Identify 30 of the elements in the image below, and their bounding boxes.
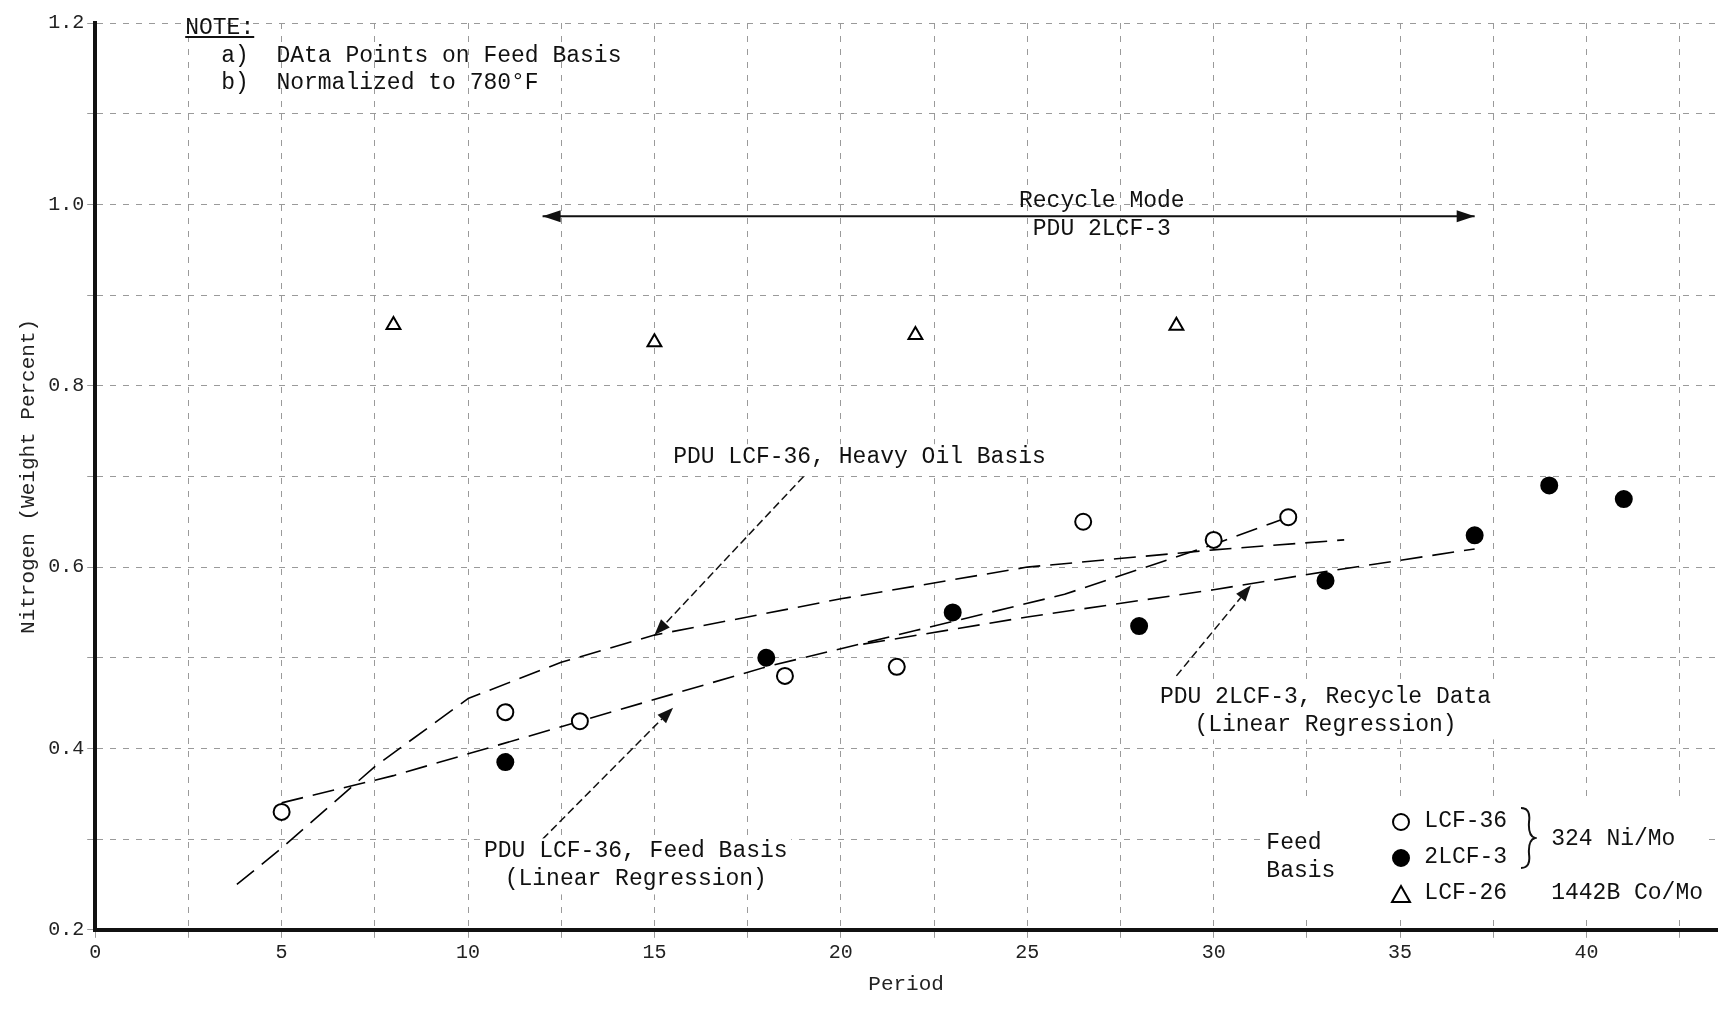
y-tick-label: 1.0 <box>48 192 85 216</box>
annotation: Recycle Mode PDU 2LCF-3 <box>1019 188 1185 244</box>
y-tick-label: 0.8 <box>48 374 85 398</box>
annotation: PDU 2LCF-3, Recycle Data (Linear Regression) <box>1155 684 1496 740</box>
annotation: NOTE: <box>185 15 256 43</box>
annotation: PDU LCF-36, Heavy Oil Basis <box>669 444 1050 473</box>
annotation: 1442B Co/Mo <box>1551 879 1703 908</box>
x-tick-label: 20 <box>828 941 853 965</box>
x-tick-label: 30 <box>1201 941 1226 965</box>
x-tick-label: 5 <box>275 941 288 965</box>
legend-title: Feed Basis <box>1266 830 1337 886</box>
y-tick-label: 0.6 <box>48 555 85 579</box>
x-tick-label: 15 <box>642 941 667 965</box>
y-tick-label: 0.2 <box>48 918 85 942</box>
annotation: PDU LCF-36, Feed Basis (Linear Regression) <box>479 838 792 894</box>
x-tick-label: 35 <box>1388 941 1413 965</box>
y-axis-title: Nitrogen (Weight Percent) <box>17 318 41 634</box>
x-tick-label: 10 <box>456 941 481 965</box>
x-tick-label: 0 <box>89 941 102 965</box>
y-tick-label: 0.4 <box>48 736 85 760</box>
x-tick-label: 40 <box>1574 941 1599 965</box>
annotation: b) Normalized to 780°F <box>220 70 540 98</box>
x-tick-label: 25 <box>1015 941 1040 965</box>
legend-label: LCF-36 <box>1424 808 1508 836</box>
legend-label: 2LCF-3 <box>1424 844 1508 872</box>
legend-label: LCF-26 <box>1424 880 1508 908</box>
annotation: a) DAta Points on Feed Basis <box>220 42 622 71</box>
y-tick-label: 1.2 <box>48 11 85 35</box>
x-axis-title: Period <box>868 972 944 996</box>
annotation: 324 Ni/Mo <box>1551 825 1677 854</box>
